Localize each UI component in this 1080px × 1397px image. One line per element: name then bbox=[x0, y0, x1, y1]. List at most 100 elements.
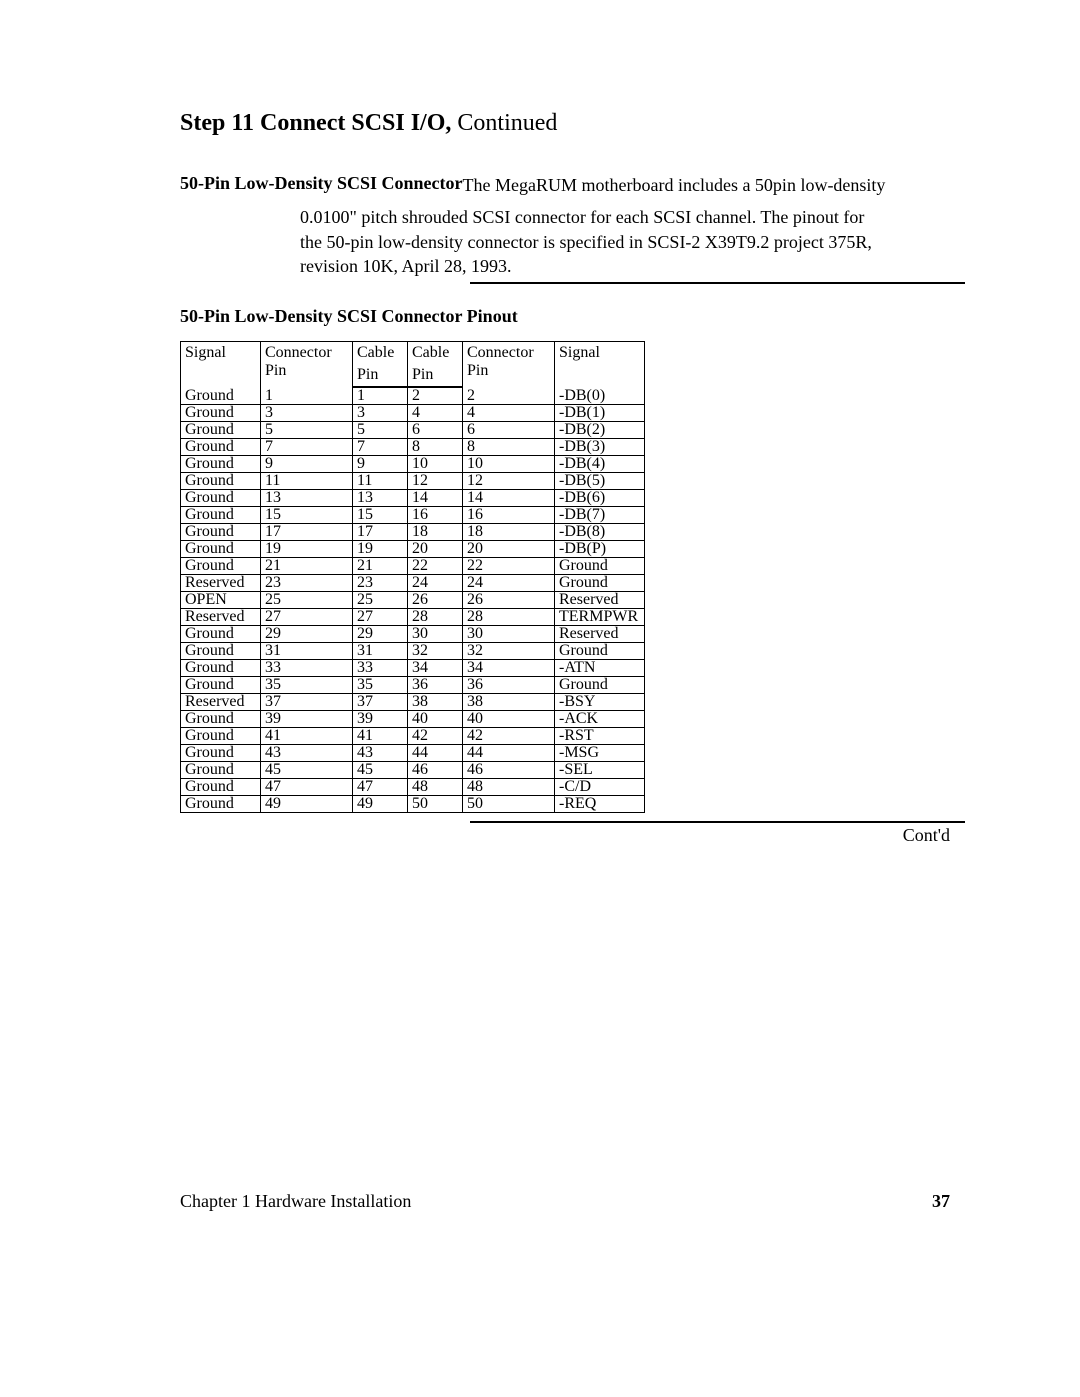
table-cell: Ground bbox=[181, 677, 261, 694]
table-cell: Ground bbox=[181, 524, 261, 541]
footer-chapter: Chapter 1 Hardware Installation bbox=[180, 1191, 411, 1212]
table-cell: Ground bbox=[181, 762, 261, 779]
para-line3: the 50-pin low-density connector is spec… bbox=[180, 230, 950, 254]
th-connpin-right: Connector Pin bbox=[463, 342, 555, 388]
table-row: Ground33333434-ATN bbox=[181, 660, 645, 677]
table-cell: 35 bbox=[353, 677, 408, 694]
page-heading: Step 11 Connect SCSI I/O, Continued bbox=[180, 110, 950, 137]
table-cell: 18 bbox=[408, 524, 463, 541]
table-cell: -DB(4) bbox=[555, 456, 645, 473]
table-body: Ground1122-DB(0)Ground3344-DB(1)Ground55… bbox=[181, 387, 645, 813]
table-cell: 10 bbox=[463, 456, 555, 473]
intro-paragraph: 50-Pin Low-Density SCSI Connector The Me… bbox=[180, 173, 950, 197]
table-row: Ground29293030Reserved bbox=[181, 626, 645, 643]
th-signal-right: Signal bbox=[555, 342, 645, 388]
table-cell: TERMPWR bbox=[555, 609, 645, 626]
table-cell: 18 bbox=[463, 524, 555, 541]
table-cell: 3 bbox=[261, 405, 353, 422]
table-cell: 8 bbox=[463, 439, 555, 456]
table-cell: 35 bbox=[261, 677, 353, 694]
table-cell: 20 bbox=[463, 541, 555, 558]
table-cell: 48 bbox=[463, 779, 555, 796]
table-row: Ground31313232Ground bbox=[181, 643, 645, 660]
table-cell: Ground bbox=[555, 643, 645, 660]
para-line1: The MegaRUM motherboard includes a 50pin… bbox=[463, 173, 886, 197]
table-cell: 13 bbox=[261, 490, 353, 507]
table-cell: OPEN bbox=[181, 592, 261, 609]
table-cell: 16 bbox=[463, 507, 555, 524]
table-cell: 28 bbox=[463, 609, 555, 626]
table-cell: Ground bbox=[181, 490, 261, 507]
table-cell: Ground bbox=[181, 643, 261, 660]
table-row: Ground41414242-RST bbox=[181, 728, 645, 745]
table-cell: 15 bbox=[261, 507, 353, 524]
table-subhead: 50-Pin Low-Density SCSI Connector Pinout bbox=[180, 306, 950, 327]
section-rule-top bbox=[470, 282, 965, 284]
table-cell: Ground bbox=[181, 507, 261, 524]
table-cell: 29 bbox=[353, 626, 408, 643]
table-cell: 38 bbox=[408, 694, 463, 711]
table-cell: 47 bbox=[261, 779, 353, 796]
table-cell: 1 bbox=[353, 387, 408, 405]
table-cell: 40 bbox=[463, 711, 555, 728]
table-row: Ground13131414-DB(6) bbox=[181, 490, 645, 507]
table-cell: -DB(3) bbox=[555, 439, 645, 456]
table-cell: 37 bbox=[353, 694, 408, 711]
para-line2: 0.0100" pitch shrouded SCSI connector fo… bbox=[180, 205, 950, 229]
table-cell: 8 bbox=[408, 439, 463, 456]
table-row: Ground11111212-DB(5) bbox=[181, 473, 645, 490]
table-cell: Ground bbox=[181, 541, 261, 558]
page-footer: Chapter 1 Hardware Installation 37 bbox=[180, 1191, 950, 1212]
table-cell: Ground bbox=[181, 456, 261, 473]
th-connpin-left: Connector Pin bbox=[261, 342, 353, 388]
table-cell: 44 bbox=[463, 745, 555, 762]
table-row: Ground1122-DB(0) bbox=[181, 387, 645, 405]
table-cell: 21 bbox=[353, 558, 408, 575]
table-cell: 43 bbox=[353, 745, 408, 762]
table-cell: Reserved bbox=[181, 575, 261, 592]
table-cell: Ground bbox=[181, 473, 261, 490]
table-cell: 19 bbox=[353, 541, 408, 558]
table-cell: 4 bbox=[408, 405, 463, 422]
table-cell: Ground bbox=[555, 575, 645, 592]
table-cell: 25 bbox=[353, 592, 408, 609]
table-cell: Ground bbox=[181, 558, 261, 575]
table-cell: 20 bbox=[408, 541, 463, 558]
table-row: OPEN25252626Reserved bbox=[181, 592, 645, 609]
table-cell: Reserved bbox=[181, 694, 261, 711]
table-cell: 28 bbox=[408, 609, 463, 626]
table-cell: 31 bbox=[261, 643, 353, 660]
table-cell: 36 bbox=[463, 677, 555, 694]
table-cell: 50 bbox=[463, 796, 555, 813]
table-row: Ground35353636Ground bbox=[181, 677, 645, 694]
table-cell: 42 bbox=[408, 728, 463, 745]
table-cell: 45 bbox=[261, 762, 353, 779]
table-cell: 24 bbox=[408, 575, 463, 592]
th-cablepin-right-2: Pin bbox=[408, 364, 463, 387]
table-cell: 34 bbox=[463, 660, 555, 677]
table-cell: 27 bbox=[261, 609, 353, 626]
table-cell: -DB(7) bbox=[555, 507, 645, 524]
table-row: Ground21212222Ground bbox=[181, 558, 645, 575]
table-cell: -DB(6) bbox=[555, 490, 645, 507]
table-cell: 1 bbox=[261, 387, 353, 405]
table-cell: 41 bbox=[261, 728, 353, 745]
table-row: Reserved27272828TERMPWR bbox=[181, 609, 645, 626]
table-cell: 14 bbox=[463, 490, 555, 507]
table-cell: Reserved bbox=[555, 592, 645, 609]
table-cell: 46 bbox=[463, 762, 555, 779]
table-cell: 27 bbox=[353, 609, 408, 626]
table-cell: -DB(8) bbox=[555, 524, 645, 541]
table-cell: 36 bbox=[408, 677, 463, 694]
table-cell: 32 bbox=[408, 643, 463, 660]
table-cell: -C/D bbox=[555, 779, 645, 796]
table-cell: 33 bbox=[261, 660, 353, 677]
table-cell: Ground bbox=[181, 728, 261, 745]
table-row: Ground991010-DB(4) bbox=[181, 456, 645, 473]
table-cell: 10 bbox=[408, 456, 463, 473]
table-cell: 21 bbox=[261, 558, 353, 575]
para-line4: revision 10K, April 28, 1993. bbox=[180, 254, 950, 278]
table-cell: 42 bbox=[463, 728, 555, 745]
table-cell: 5 bbox=[261, 422, 353, 439]
table-cell: -MSG bbox=[555, 745, 645, 762]
